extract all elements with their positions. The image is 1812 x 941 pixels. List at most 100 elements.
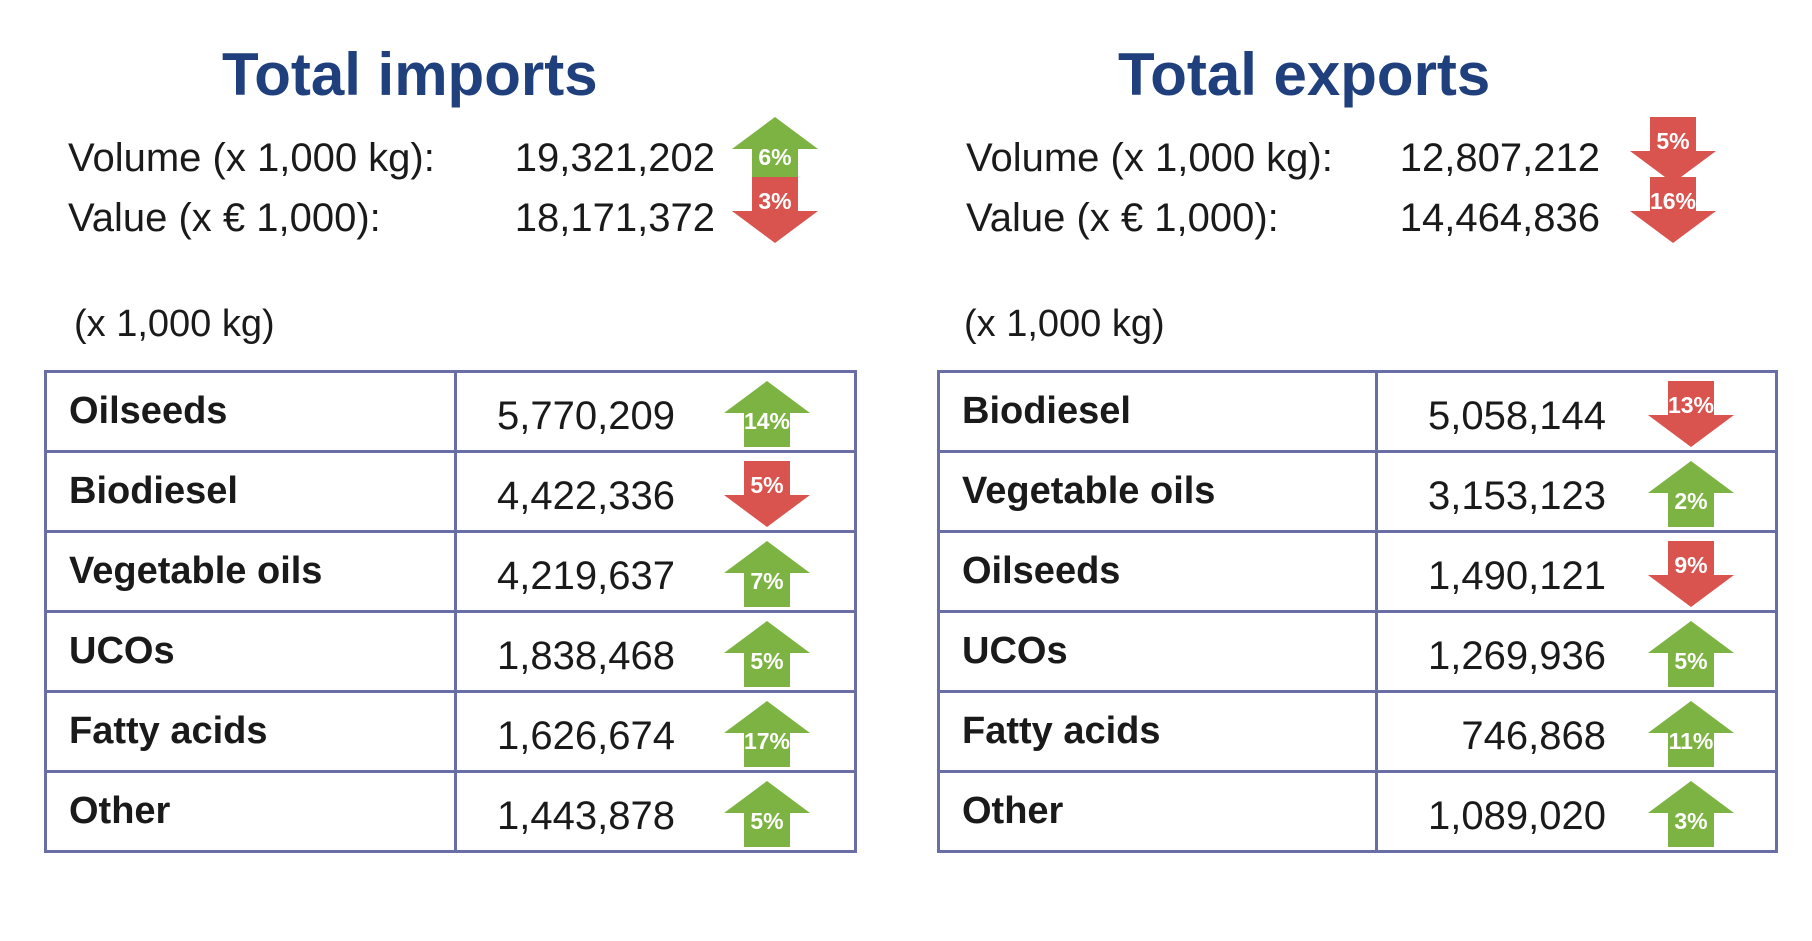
- arrow-down-shape: [1648, 541, 1734, 607]
- imports-row-category: Other: [44, 770, 457, 853]
- arrow-up-shape: [724, 381, 810, 447]
- imports-row-value-cell: 5,770,209 14%: [454, 370, 857, 453]
- exports-row-value-cell: 1,490,121 9%: [1375, 530, 1778, 613]
- table-row: Biodiesel 5,058,144 13%: [937, 370, 1778, 453]
- imports-row-value-cell: 1,626,674 17%: [454, 690, 857, 773]
- imports-volume-change: 6%: [758, 144, 792, 170]
- imports-row-category: Biodiesel: [44, 450, 457, 533]
- trend-arrow-icon: 2%: [1646, 459, 1736, 529]
- exports-row-category: UCOs: [937, 610, 1378, 693]
- exports-value-trend-arrow-icon: 16%: [1628, 175, 1718, 245]
- imports-row-value-cell: 1,838,468 5%: [454, 610, 857, 693]
- trend-arrow-icon: 17%: [722, 699, 812, 769]
- table-row: Vegetable oils 3,153,123 2%: [937, 450, 1778, 533]
- imports-row-category: Oilseeds: [44, 370, 457, 453]
- imports-row-value-cell: 4,422,336 5%: [454, 450, 857, 533]
- imports-row-value: 4,219,637: [497, 554, 675, 598]
- trend-arrow-icon: 11%: [1646, 699, 1736, 769]
- exports-volume-change: 5%: [1656, 128, 1690, 154]
- arrow-down-shape: [724, 461, 810, 527]
- imports-row-category: Fatty acids: [44, 690, 457, 773]
- trend-arrow-icon: 5%: [722, 619, 812, 689]
- arrow-down-shape: [1648, 381, 1734, 447]
- arrow-up-shape: [1648, 621, 1734, 687]
- imports-row-value-cell: 4,219,637 7%: [454, 530, 857, 613]
- exports-unit-note: (x 1,000 kg): [964, 303, 1165, 345]
- arrow-up-shape: [732, 117, 818, 183]
- arrow-down-shape: [732, 177, 818, 243]
- exports-row-category: Fatty acids: [937, 690, 1378, 773]
- table-row: UCOs 1,269,936 5%: [937, 610, 1778, 693]
- imports-row-value: 4,422,336: [497, 474, 675, 518]
- exports-row-value: 746,868: [1461, 714, 1606, 758]
- imports-panel: Total imports Volume (x 1,000 kg): 19,32…: [0, 0, 900, 941]
- exports-row-change: 9%: [1674, 552, 1708, 578]
- exports-panel: Total exports Volume (x 1,000 kg): 12,80…: [900, 0, 1812, 941]
- exports-row-change: 3%: [1674, 808, 1708, 834]
- exports-table: Biodiesel 5,058,144 13% Vegetable oils 3…: [937, 370, 1778, 853]
- imports-row-value: 1,626,674: [497, 714, 675, 758]
- imports-row-change: 5%: [750, 648, 784, 674]
- imports-volume-trend-arrow-icon: 6%: [730, 115, 820, 185]
- exports-title: Total exports: [1118, 41, 1491, 108]
- trend-arrow-icon: 13%: [1646, 379, 1736, 449]
- imports-row-change: 7%: [750, 568, 784, 594]
- arrow-up-shape: [1648, 461, 1734, 527]
- exports-row-category: Other: [937, 770, 1378, 853]
- exports-row-value: 3,153,123: [1428, 474, 1606, 518]
- imports-row-category: Vegetable oils: [44, 530, 457, 613]
- exports-row-change: 11%: [1668, 728, 1714, 754]
- imports-row-value: 1,443,878: [497, 794, 675, 838]
- table-row: Fatty acids 746,868 11%: [937, 690, 1778, 773]
- table-row: Oilseeds 5,770,209 14%: [44, 370, 857, 453]
- trend-arrow-icon: 14%: [722, 379, 812, 449]
- arrow-down-shape: [1630, 177, 1716, 243]
- imports-value-label: Value (x € 1,000):: [68, 196, 381, 240]
- trend-arrow-icon: 9%: [1646, 539, 1736, 609]
- trend-arrow-icon: 3%: [1646, 779, 1736, 849]
- imports-row-value-cell: 1,443,878 5%: [454, 770, 857, 853]
- trend-arrow-icon: 7%: [722, 539, 812, 609]
- table-row: Biodiesel 4,422,336 5%: [44, 450, 857, 533]
- imports-row-value: 1,838,468: [497, 634, 675, 678]
- exports-row-value: 1,269,936: [1428, 634, 1606, 678]
- trend-arrow-icon: 5%: [722, 779, 812, 849]
- trend-arrow-icon: 5%: [1646, 619, 1736, 689]
- arrow-up-shape: [724, 781, 810, 847]
- arrow-up-shape: [1648, 781, 1734, 847]
- table-row: Fatty acids 1,626,674 17%: [44, 690, 857, 773]
- imports-value-value: 18,171,372: [514, 196, 715, 240]
- imports-table: Oilseeds 5,770,209 14% Biodiesel 4,422,3…: [44, 370, 857, 853]
- imports-row-change: 5%: [750, 472, 784, 498]
- exports-row-value: 1,490,121: [1428, 554, 1606, 598]
- exports-value-value: 14,464,836: [1399, 196, 1600, 240]
- exports-row-change: 5%: [1674, 648, 1708, 674]
- imports-row-change: 17%: [743, 728, 791, 754]
- exports-row-value-cell: 5,058,144 13%: [1375, 370, 1778, 453]
- trend-arrow-icon: 5%: [722, 459, 812, 529]
- exports-row-value: 5,058,144: [1428, 394, 1606, 438]
- table-row: Other 1,089,020 3%: [937, 770, 1778, 853]
- arrow-up-shape: [724, 541, 810, 607]
- exports-volume-metric: Volume (x 1,000 kg): 12,807,212 5%: [966, 117, 1716, 183]
- imports-value-change: 3%: [758, 188, 792, 214]
- imports-value-metric: Value (x € 1,000): 18,171,372 3%: [68, 177, 818, 243]
- exports-row-value: 1,089,020: [1428, 794, 1606, 838]
- exports-volume-label: Volume (x 1,000 kg):: [966, 136, 1333, 180]
- imports-unit-note: (x 1,000 kg): [74, 303, 275, 345]
- exports-row-value-cell: 3,153,123 2%: [1375, 450, 1778, 533]
- exports-row-category: Oilseeds: [937, 530, 1378, 613]
- imports-volume-label: Volume (x 1,000 kg):: [68, 136, 435, 180]
- imports-title: Total imports: [222, 41, 598, 108]
- exports-value-change: 16%: [1649, 188, 1697, 214]
- exports-row-category: Vegetable oils: [937, 450, 1378, 533]
- exports-row-value-cell: 1,269,936 5%: [1375, 610, 1778, 693]
- arrow-up-shape: [1648, 701, 1734, 767]
- exports-row-value-cell: 746,868 11%: [1375, 690, 1778, 773]
- arrow-up-shape: [724, 701, 810, 767]
- imports-row-value: 5,770,209: [497, 394, 675, 438]
- imports-row-change: 14%: [743, 408, 791, 434]
- exports-volume-trend-arrow-icon: 5%: [1628, 115, 1718, 185]
- exports-value-label: Value (x € 1,000):: [966, 196, 1279, 240]
- imports-volume-metric: Volume (x 1,000 kg): 19,321,202 6%: [68, 117, 818, 183]
